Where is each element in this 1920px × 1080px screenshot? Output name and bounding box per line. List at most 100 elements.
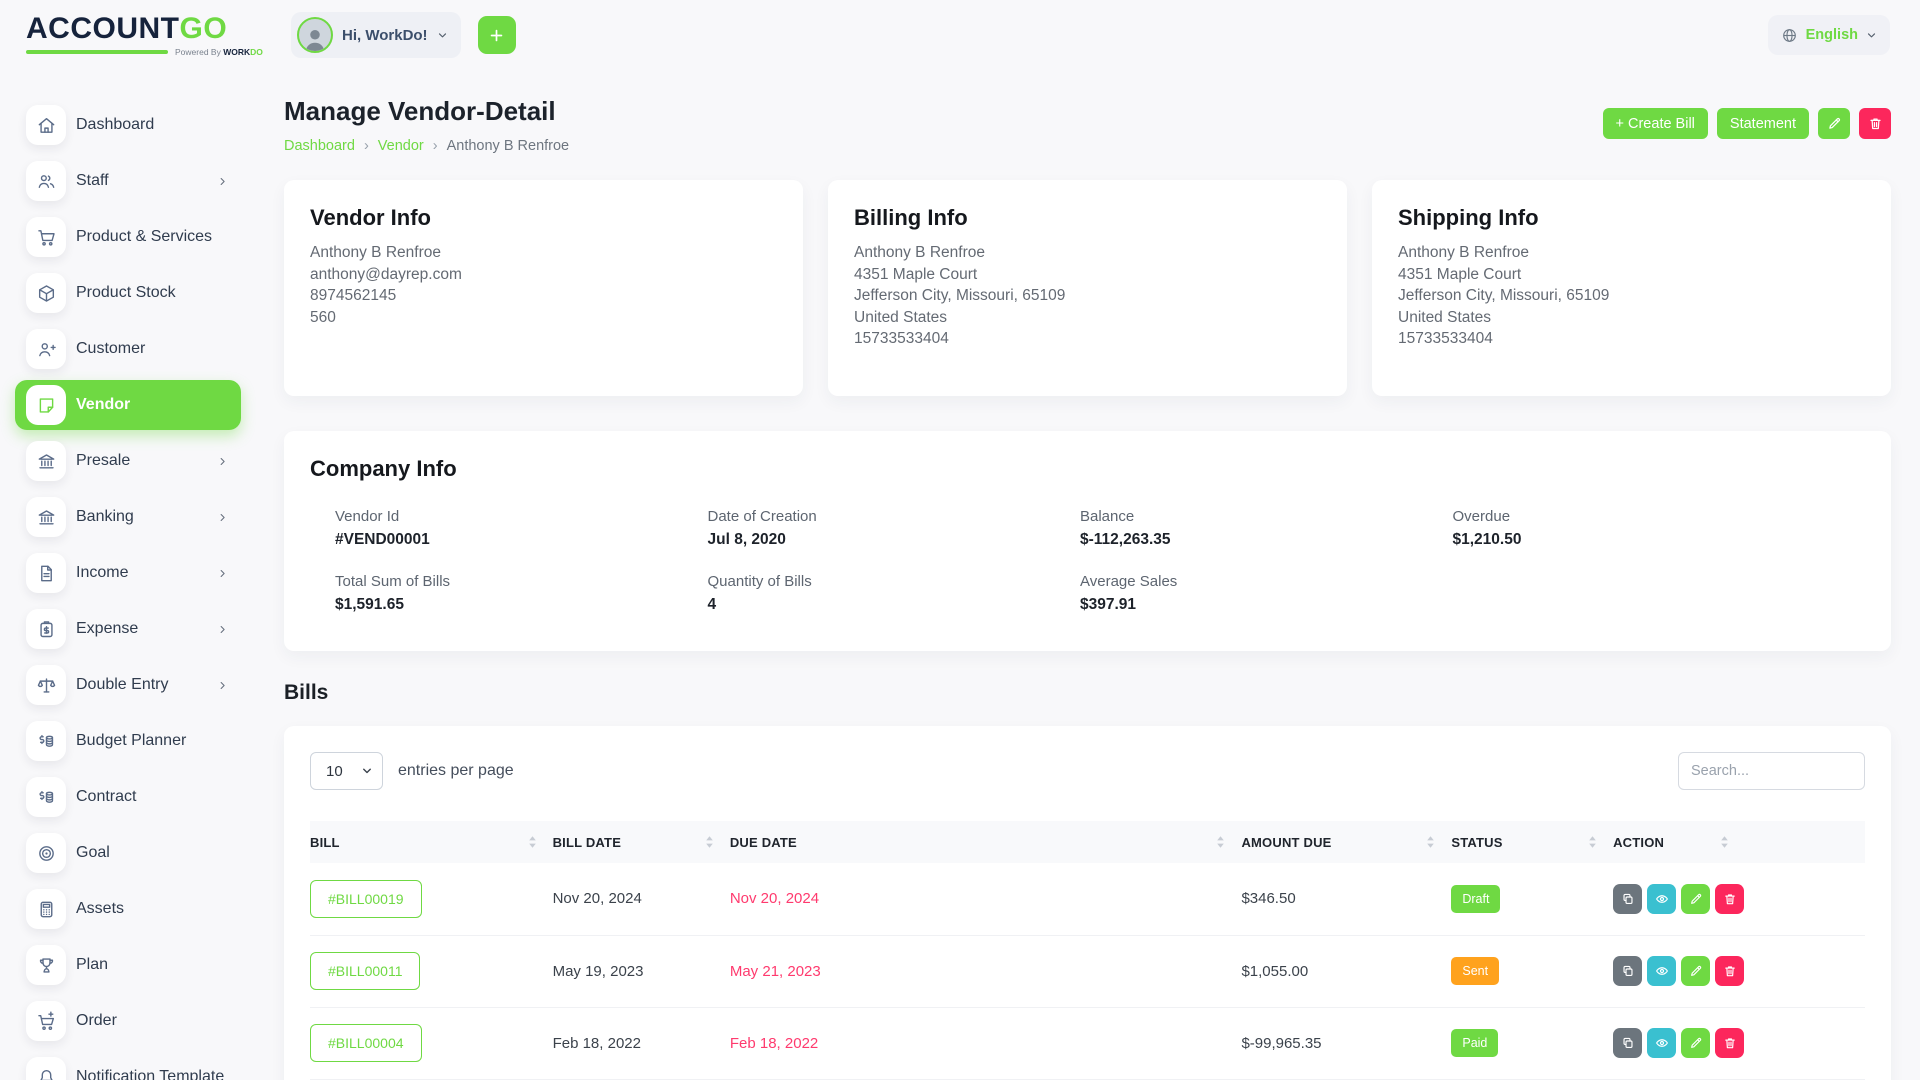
info-line: Jefferson City, Missouri, 65109 <box>1398 287 1610 304</box>
chevron-right-icon <box>216 175 229 188</box>
bill-number-link[interactable]: #BILL00004 <box>310 1024 422 1062</box>
icon-tile <box>26 777 66 817</box>
home-icon <box>38 117 54 133</box>
sidebar-item-label: Contract <box>76 788 137 805</box>
brand-secondary: GO <box>179 11 228 45</box>
icon-tile <box>26 609 66 649</box>
edit-bill-button[interactable] <box>1681 883 1711 914</box>
chevron-down-icon <box>1867 32 1876 37</box>
bill-number-link[interactable]: #BILL00019 <box>310 879 422 918</box>
stat-label: Average Sales <box>1080 573 1178 590</box>
column-header-action[interactable]: ACTION <box>1613 821 1865 863</box>
stat-label: Overdue <box>1452 508 1511 525</box>
sidebar-item-goal[interactable]: Goal <box>15 828 241 878</box>
delete-vendor-button[interactable] <box>1859 108 1891 139</box>
sidebar-item-product-services[interactable]: Product & Services <box>15 212 241 262</box>
language-label: English <box>1805 27 1858 43</box>
bill-number-link[interactable]: #BILL00011 <box>310 952 421 990</box>
icon-tile <box>26 441 66 481</box>
due-date: Nov 20, 2024 <box>729 863 1242 936</box>
trophy-icon <box>39 957 53 973</box>
create-bill-button[interactable]: + Create Bill <box>1602 108 1708 139</box>
sidebar-item-label: Product Stock <box>76 284 176 301</box>
sidebar-item-order[interactable]: Order <box>15 996 241 1046</box>
delete-bill-button[interactable] <box>1715 956 1745 986</box>
view-bill-button[interactable] <box>1647 1028 1677 1058</box>
column-header-due-date[interactable]: DUE DATE <box>729 821 1242 863</box>
brand-logo: ACCOUNTGO Powered By WORKDO <box>26 11 263 57</box>
sidebar-item-vendor[interactable]: Vendor <box>15 380 241 430</box>
duplicate-bill-button[interactable] <box>1613 883 1643 914</box>
trash-icon <box>1869 118 1881 130</box>
icon-tile <box>26 161 66 201</box>
view-bill-button[interactable] <box>1647 956 1677 986</box>
sidebar-item-customer[interactable]: Customer <box>15 324 241 374</box>
delete-bill-button[interactable] <box>1715 1028 1745 1058</box>
copy-icon <box>1623 893 1633 904</box>
sidebar-item-label: Expense <box>76 620 139 637</box>
chevron-right-icon <box>216 567 229 580</box>
sidebar-item-label: Product & Services <box>76 228 213 245</box>
language-selector[interactable]: English <box>1767 15 1890 55</box>
breadcrumb-vendor[interactable]: Vendor <box>377 138 424 154</box>
statement-button[interactable]: Statement <box>1716 108 1809 139</box>
sidebar-item-label: Goal <box>76 844 110 861</box>
users-icon <box>38 174 54 188</box>
sidebar-item-double-entry[interactable]: Double Entry <box>15 660 241 710</box>
brand-name: ACCOUNTGO <box>26 11 262 45</box>
breadcrumb-dashboard[interactable]: Dashboard <box>284 138 355 154</box>
column-header-bill-date[interactable]: BILL DATE <box>552 821 730 863</box>
sidebar-item-dashboard[interactable]: Dashboard <box>15 100 241 150</box>
sidebar-item-banking[interactable]: Banking <box>15 492 241 542</box>
sort-icon <box>1589 836 1596 848</box>
sidebar-item-plan[interactable]: Plan <box>15 940 241 990</box>
sidebar-item-assets[interactable]: Assets <box>15 884 241 934</box>
sidebar-item-label: Dashboard <box>76 116 155 133</box>
sidebar-item-notification-template[interactable]: Notification Template <box>15 1052 241 1080</box>
delete-bill-button[interactable] <box>1715 883 1745 914</box>
user-menu[interactable]: Hi, WorkDo! <box>291 12 461 58</box>
sidebar-item-label: Double Entry <box>76 676 169 693</box>
stat-balance: Balance $-112,263.35 <box>1080 508 1453 549</box>
column-header-status[interactable]: STATUS <box>1451 821 1614 863</box>
stat-average-sales: Average Sales $397.91 <box>1080 573 1453 614</box>
duplicate-bill-button[interactable] <box>1613 956 1643 986</box>
sidebar-item-product-stock[interactable]: Product Stock <box>15 268 241 318</box>
column-header-bill[interactable]: BILL <box>310 821 553 863</box>
avatar <box>297 17 333 53</box>
breadcrumb-anthony-b-renfroe: Anthony B Renfroe <box>446 138 570 154</box>
stat-value: $397.91 <box>1080 596 1137 613</box>
billing-info-card: Billing Info Anthony B Renfroe 4351 Maple … <box>828 180 1347 396</box>
icon-tile <box>26 889 66 929</box>
column-label: ACTION <box>1613 834 1665 850</box>
page-size-select[interactable]: 10 <box>310 752 383 790</box>
bank-icon <box>38 509 54 524</box>
icon-tile <box>26 553 66 593</box>
sidebar-item-budget-planner[interactable]: Budget Planner <box>15 716 241 766</box>
duplicate-bill-button[interactable] <box>1613 1028 1643 1058</box>
coins-icon <box>38 790 53 803</box>
column-header-amount-due[interactable]: AMOUNT DUE <box>1241 821 1452 863</box>
plus-icon <box>490 29 503 41</box>
sidebar-item-expense[interactable]: Expense <box>15 604 241 654</box>
add-button[interactable] <box>477 16 516 54</box>
column-label: AMOUNT DUE <box>1241 834 1332 850</box>
column-label: DUE DATE <box>729 834 797 850</box>
pencil-icon <box>1690 965 1701 976</box>
edit-vendor-button[interactable] <box>1818 108 1850 139</box>
vendor-info-title: Vendor Info <box>310 205 431 230</box>
sidebar-item-presale[interactable]: Presale <box>15 436 241 486</box>
sidebar-item-income[interactable]: Income <box>15 548 241 598</box>
sidebar-item-staff[interactable]: Staff <box>15 156 241 206</box>
view-bill-button[interactable] <box>1647 883 1677 914</box>
edit-bill-button[interactable] <box>1681 956 1711 986</box>
bank-icon <box>38 453 54 468</box>
search-input[interactable] <box>1678 752 1865 790</box>
amount-due: $1,055.00 <box>1241 935 1452 1008</box>
info-line: United States <box>1398 308 1492 326</box>
pencil-icon <box>1690 893 1701 904</box>
info-line: 560 <box>310 308 336 326</box>
edit-bill-button[interactable] <box>1681 1028 1711 1058</box>
sidebar-item-contract[interactable]: Contract <box>15 772 241 822</box>
company-stats: Vendor Id #VEND00001 Date of Creation Jul 8… <box>310 508 1865 614</box>
